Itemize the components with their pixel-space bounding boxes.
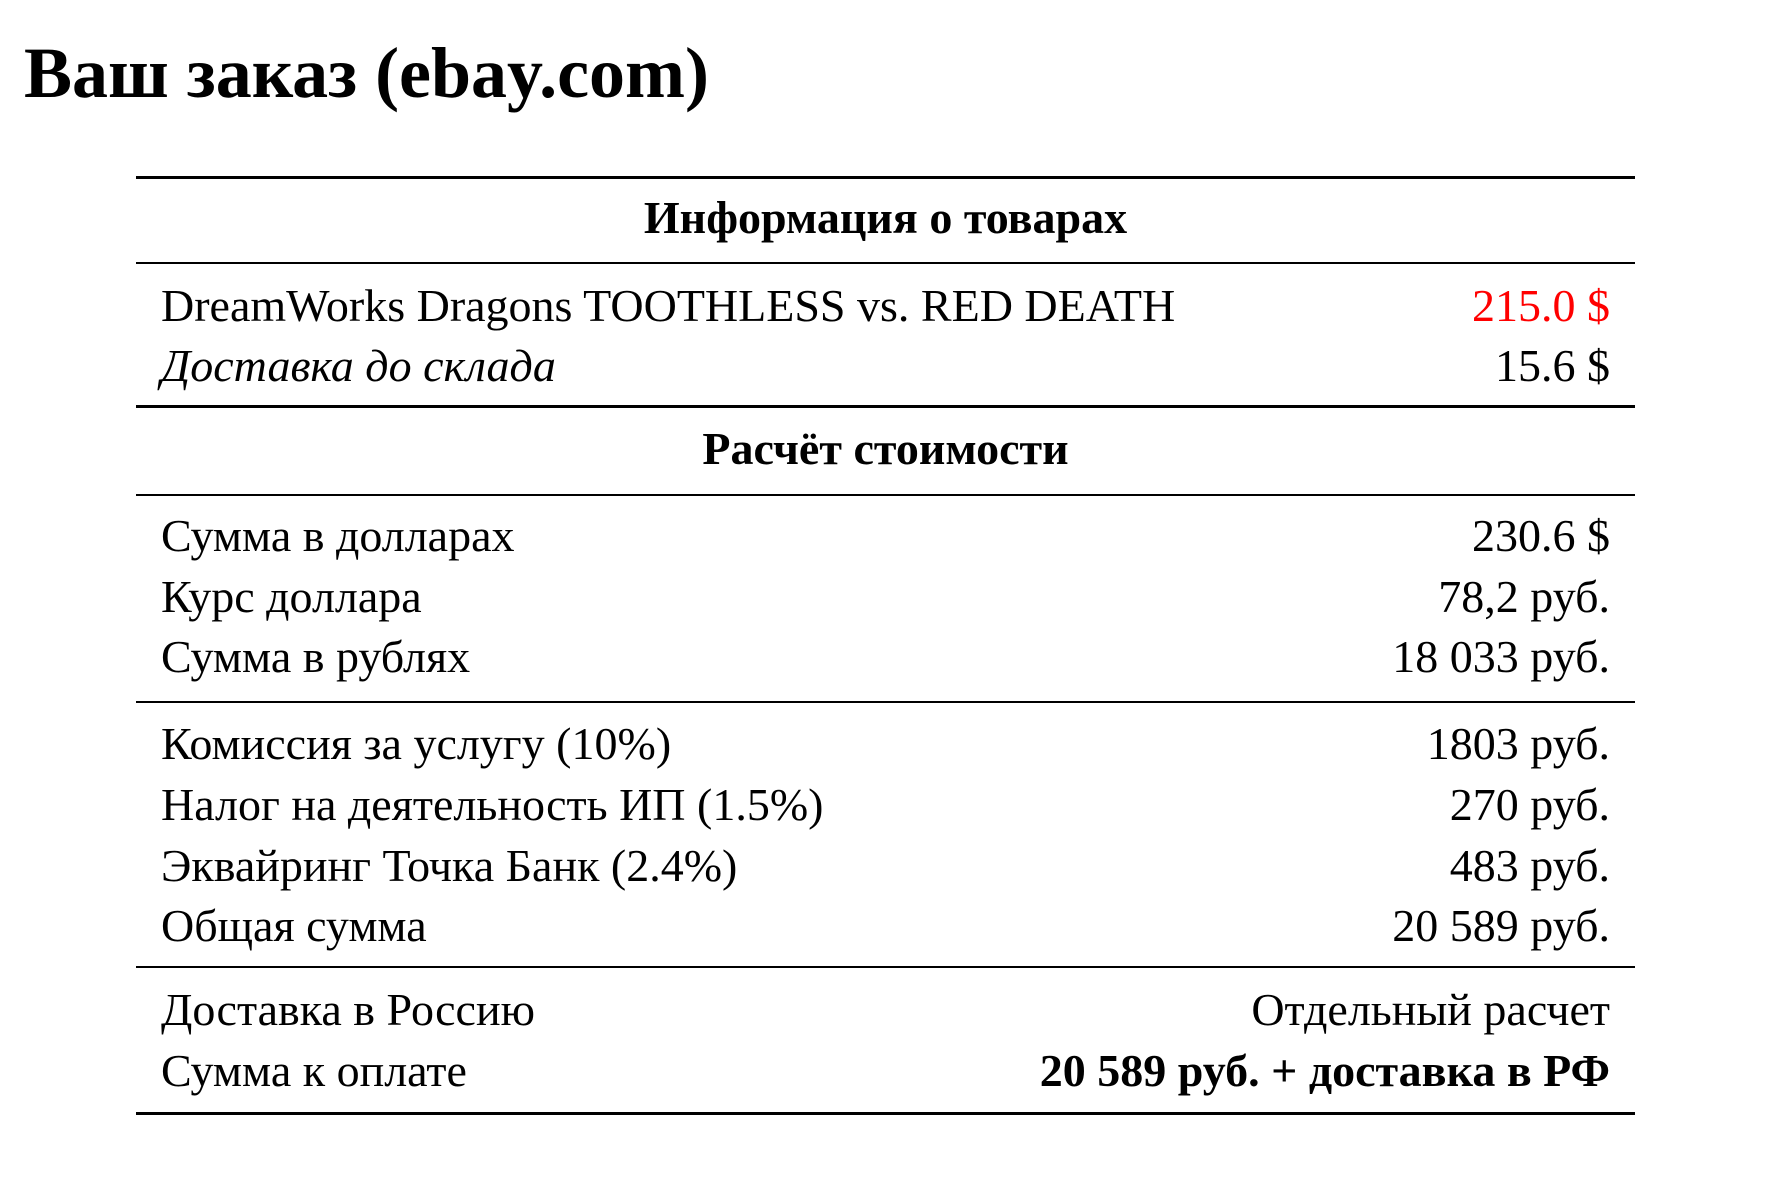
divider (136, 262, 1635, 264)
row-value: 20 589 руб. (1392, 900, 1610, 951)
total-row: Общая сумма 20 589 руб. (161, 896, 1610, 956)
row-label: Курс доллара (161, 571, 422, 622)
warehouse-shipping-value: 15.6 $ (1495, 340, 1610, 391)
row-label: Эквайринг Точка Банк (2.4%) (161, 840, 738, 891)
divider (136, 966, 1635, 968)
divider (136, 405, 1635, 408)
top-rule (136, 176, 1635, 179)
exchange-rate-row: Курс доллара 78,2 руб. (161, 567, 1610, 627)
divider (136, 701, 1635, 703)
items-header: Информация о товарах (643, 192, 1128, 243)
sum-usd-row: Сумма в долларах 230.6 $ (161, 506, 1610, 566)
divider (136, 494, 1635, 496)
bottom-rule (136, 1112, 1635, 1115)
warehouse-shipping-row: Доставка до склада 15.6 $ (161, 336, 1610, 396)
row-label: Сумма в долларах (161, 510, 515, 561)
row-value: 483 руб. (1449, 840, 1610, 891)
row-value: Отдельный расчет (1251, 984, 1610, 1035)
row-value: 1803 руб. (1426, 718, 1610, 769)
row-value: 18 033 руб. (1392, 631, 1610, 682)
tax-row: Налог на деятельность ИП (1.5%) 270 руб. (161, 775, 1610, 835)
item-price: 215.0 $ (1472, 280, 1610, 331)
page-title: Ваш заказ (ebay.com) (24, 33, 709, 113)
row-value: 230.6 $ (1472, 510, 1610, 561)
row-label: Общая сумма (161, 900, 427, 951)
amount-due-value: 20 589 руб. + доставка в РФ (1039, 1045, 1610, 1096)
row-value: 270 руб. (1449, 779, 1610, 830)
item-row: DreamWorks Dragons TOOTHLESS vs. RED DEA… (161, 276, 1610, 336)
commission-row: Комиссия за услугу (10%) 1803 руб. (161, 714, 1610, 774)
calc-header: Расчёт стоимости (702, 423, 1069, 474)
row-label: Налог на деятельность ИП (1.5%) (161, 779, 824, 830)
row-label: Комиссия за услугу (10%) (161, 718, 672, 769)
acquiring-row: Эквайринг Точка Банк (2.4%) 483 руб. (161, 836, 1610, 896)
row-label: Сумма к оплате (161, 1045, 467, 1096)
row-label: Доставка в Россию (161, 984, 535, 1035)
warehouse-shipping-label: Доставка до склада (161, 340, 556, 391)
russia-shipping-row: Доставка в Россию Отдельный расчет (161, 980, 1610, 1040)
sum-rub-row: Сумма в рублях 18 033 руб. (161, 627, 1610, 687)
amount-due-row: Сумма к оплате 20 589 руб. + доставка в … (161, 1041, 1610, 1101)
row-value: 78,2 руб. (1438, 571, 1610, 622)
item-name: DreamWorks Dragons TOOTHLESS vs. RED DEA… (161, 280, 1176, 331)
row-label: Сумма в рублях (161, 631, 471, 682)
